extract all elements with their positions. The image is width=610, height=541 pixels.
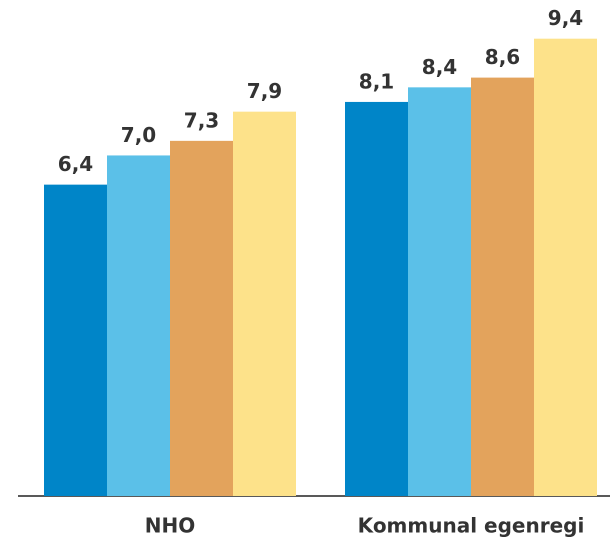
x-tick-label: Kommunal egenregi: [358, 514, 585, 538]
bar: [233, 111, 296, 496]
x-tick-label: NHO: [145, 514, 195, 538]
value-label: 7,9: [247, 79, 282, 103]
bar: [345, 101, 408, 496]
bar: [408, 87, 471, 496]
value-label: 9,4: [548, 6, 583, 30]
value-label: 7,0: [121, 123, 156, 147]
bar: [471, 77, 534, 497]
value-label: 8,6: [485, 45, 520, 69]
bar: [170, 140, 233, 497]
value-label: 7,3: [184, 108, 219, 132]
bar: [107, 155, 170, 496]
value-label: 6,4: [58, 152, 93, 176]
bar: [44, 184, 107, 496]
value-label: 8,1: [359, 69, 394, 93]
bar: [534, 38, 597, 496]
value-label: 8,4: [422, 55, 457, 79]
